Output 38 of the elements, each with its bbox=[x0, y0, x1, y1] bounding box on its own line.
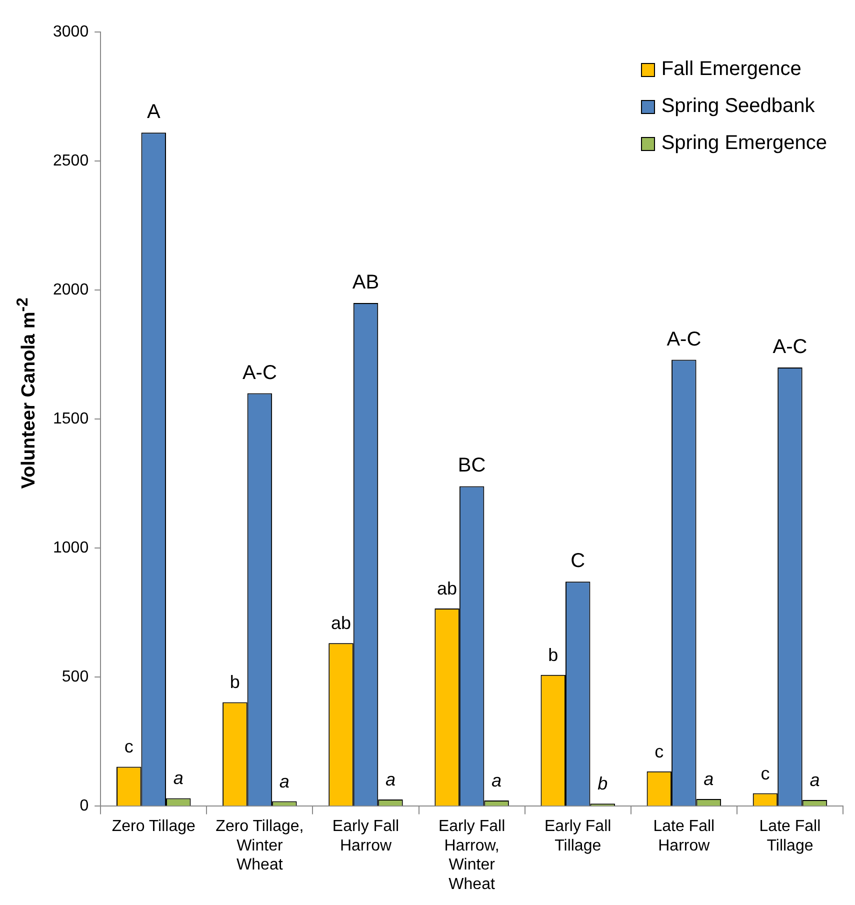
data-label: a bbox=[492, 770, 502, 791]
data-label: A-C bbox=[772, 336, 808, 358]
data-label: A-C bbox=[242, 362, 277, 384]
y-tick-label: 1000 bbox=[53, 540, 89, 557]
data-label: b bbox=[548, 644, 558, 665]
data-label: BC bbox=[458, 454, 486, 477]
legend-label: Spring Emergence bbox=[661, 132, 827, 155]
x-tick-label: Early Fall Tillage bbox=[544, 818, 612, 854]
data-label: a bbox=[173, 768, 184, 788]
y-tick-label: 2500 bbox=[53, 152, 89, 170]
data-label: c bbox=[760, 763, 770, 784]
data-label: A-C bbox=[666, 328, 702, 350]
data-label: ab bbox=[330, 613, 352, 634]
data-label: a bbox=[704, 768, 714, 789]
legend-label: Fall Emergence bbox=[661, 58, 802, 81]
data-label: A bbox=[146, 101, 161, 124]
x-tick-label: Late Fall Tillage bbox=[759, 818, 821, 854]
data-label: b bbox=[230, 672, 240, 692]
x-tick-label: Late Fall Harrow bbox=[653, 818, 715, 854]
data-label: c bbox=[124, 736, 134, 757]
data-label: ab bbox=[437, 578, 458, 598]
x-tick-label: Zero Tillage, Winter Wheat bbox=[216, 818, 304, 874]
y-tick-label: 500 bbox=[62, 668, 89, 686]
y-tick-label: 1500 bbox=[53, 410, 89, 428]
data-label: AB bbox=[352, 271, 380, 294]
data-label: b bbox=[598, 774, 608, 794]
x-tick-label: Zero Tillage bbox=[112, 818, 196, 836]
y-tick-label: 0 bbox=[80, 798, 89, 815]
x-tick-label: Early Fall Harrow bbox=[332, 818, 400, 854]
y-tick-label: 3000 bbox=[53, 23, 89, 40]
data-label: a bbox=[279, 771, 290, 792]
y-tick-label: 2000 bbox=[53, 281, 89, 298]
data-label: C bbox=[570, 550, 586, 572]
legend-label: Spring Seedbank bbox=[661, 95, 815, 118]
data-label: a bbox=[810, 770, 820, 790]
data-label: a bbox=[385, 769, 396, 790]
data-label: c bbox=[654, 741, 664, 762]
x-tick-label: Early Fall Harrow, Winter Wheat bbox=[438, 818, 506, 893]
